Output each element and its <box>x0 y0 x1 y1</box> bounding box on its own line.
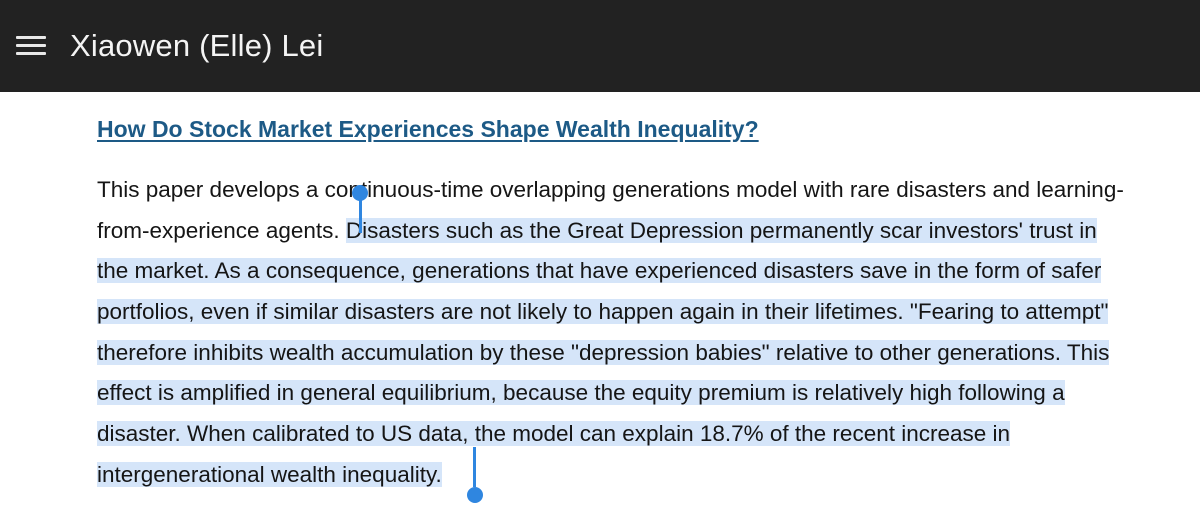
selected-text: the market. As a consequence, generation… <box>97 258 1102 284</box>
selected-text: Disasters such as the Great Depression p… <box>345 217 1097 243</box>
abstract-line: therefore inhibits wealth accumulation b… <box>97 333 1192 374</box>
selection-end-handle[interactable] <box>467 487 483 503</box>
paper-abstract[interactable]: This paper develops a continuous-time ov… <box>97 170 1192 496</box>
abstract-line: the market. As a consequence, generation… <box>97 251 1192 292</box>
top-navigation-bar: Xiaowen (Elle) Lei <box>0 0 1200 92</box>
selected-text: effect is amplified in general equilibri… <box>97 380 1065 406</box>
paper-title-link[interactable]: How Do Stock Market Experiences Shape We… <box>97 116 759 142</box>
menu-bar-line <box>16 36 46 39</box>
abstract-line: intergenerational wealth inequality. <box>97 455 1192 496</box>
hamburger-menu-icon[interactable] <box>16 36 46 56</box>
selected-text: therefore inhibits wealth accumulation b… <box>97 339 1110 365</box>
selected-text: disaster. When calibrated to US data, th… <box>97 421 1011 447</box>
selection-end-caret <box>473 447 476 487</box>
abstract-line: portfolios, even if similar disasters ar… <box>97 292 1192 333</box>
selection-start-handle[interactable] <box>352 185 368 201</box>
selection-start-caret <box>359 195 362 233</box>
site-title[interactable]: Xiaowen (Elle) Lei <box>70 28 324 63</box>
abstract-text: This paper develops a continuous-time ov… <box>97 177 1124 202</box>
selected-text: intergenerational wealth inequality. <box>97 461 442 487</box>
abstract-line: from-experience agents. Disasters such a… <box>97 211 1192 252</box>
selected-text: portfolios, even if similar disasters ar… <box>97 299 1109 325</box>
menu-bar-line <box>16 52 46 55</box>
abstract-line: disaster. When calibrated to US data, th… <box>97 414 1192 455</box>
menu-bar-line <box>16 44 46 47</box>
abstract-line: effect is amplified in general equilibri… <box>97 373 1192 414</box>
abstract-line: This paper develops a continuous-time ov… <box>97 170 1192 211</box>
abstract-text: from-experience agents. <box>97 217 346 243</box>
